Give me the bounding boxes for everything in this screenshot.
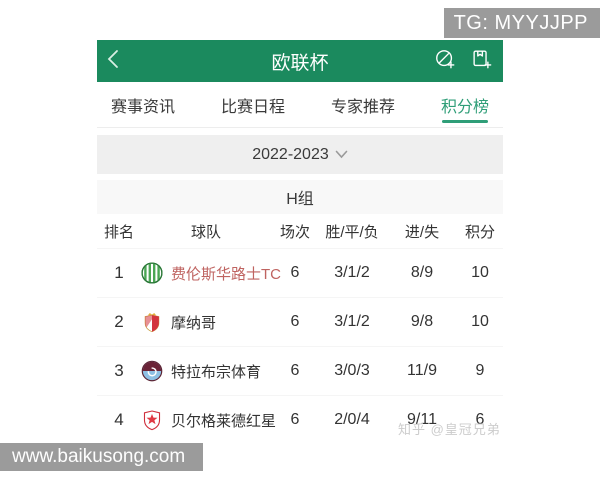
chevron-down-icon [335,150,348,159]
standings-rows: 1 费伦斯华路士TC 6 3/1/2 8/9 10 2 摩纳哥 6 3/1/2 … [97,248,503,444]
group-label: H组 [286,191,314,208]
table-row[interactable]: 3 特拉布宗体育 6 3/0/3 11/9 9 [97,346,503,395]
trabzonspor-logo [141,360,163,382]
played-value: 6 [290,362,300,379]
team-name: 费伦斯华路士TC [171,265,281,283]
back-button[interactable] [107,46,137,76]
wdl-value: 2/0/4 [334,411,370,428]
team-name: 摩纳哥 [171,314,217,332]
team-name: 贝尔格莱德红星 [171,412,277,430]
played-value: 6 [290,264,300,281]
played-value: 6 [290,411,300,428]
goals-value: 9/8 [410,313,434,330]
ferencvaros-logo [141,262,163,284]
header-team: 球队 [190,223,221,241]
compose-add-button[interactable] [433,49,457,73]
goals-value: 11/9 [407,362,437,379]
points-value: 9 [475,362,485,379]
rank-value: 1 [114,263,124,282]
app-header: 欧联杯 [97,40,503,82]
group-header: H组 [97,180,503,214]
header-actions [433,49,493,73]
points-value: 10 [471,264,489,281]
tab-bar: 赛事资讯 比赛日程 专家推荐 积分榜 [97,82,503,128]
header-points: 积分 [464,223,495,241]
tab-news[interactable]: 赛事资讯 [111,98,176,116]
tab-standings[interactable]: 积分榜 [441,82,489,127]
played-value: 6 [290,313,300,330]
standings-header-row: 排名 球队 场次 胜/平/负 进/失 积分 [97,214,503,248]
redstar-logo [141,409,163,431]
wdl-value: 3/0/3 [334,362,370,379]
season-selector[interactable]: 2022-2023 [97,135,503,174]
tab-experts[interactable]: 专家推荐 [330,98,395,116]
goals-value: 8/9 [410,264,434,281]
save-add-button[interactable] [469,49,493,73]
header-played: 场次 [279,223,310,241]
rank-value: 3 [114,361,124,380]
wdl-value: 3/1/2 [334,264,370,281]
goals-value: 9/11 [407,411,437,428]
points-value: 10 [471,313,489,330]
table-row[interactable]: 1 费伦斯华路士TC 6 3/1/2 8/9 10 [97,248,503,297]
site-watermark-banner: www.baikusong.com [0,443,204,471]
zhihu-credit-watermark: 知乎 @皇冠兄弟 [398,422,501,437]
table-row[interactable]: 4 贝尔格莱德红星 6 2/0/4 9/11 6 [97,395,503,444]
rank-value: 2 [114,312,124,331]
compose-add-icon [434,48,456,75]
tg-watermark-banner: TG: MYYJJPP [443,8,600,38]
bookmark-add-icon [470,48,492,75]
header-rank: 排名 [103,223,134,241]
rank-value: 4 [114,410,124,429]
monaco-logo [141,311,163,333]
header-goals: 进/失 [404,223,440,241]
points-value: 6 [475,411,485,428]
header-wdl: 胜/平/负 [325,223,379,241]
wdl-value: 3/1/2 [334,313,370,330]
app-frame: 欧联杯 [97,40,503,444]
team-name: 特拉布宗体育 [171,363,262,381]
season-value: 2022-2023 [252,145,329,163]
back-chevron-icon [107,49,119,74]
tab-schedule[interactable]: 比赛日程 [220,98,285,116]
table-row[interactable]: 2 摩纳哥 6 3/1/2 9/8 10 [97,297,503,346]
